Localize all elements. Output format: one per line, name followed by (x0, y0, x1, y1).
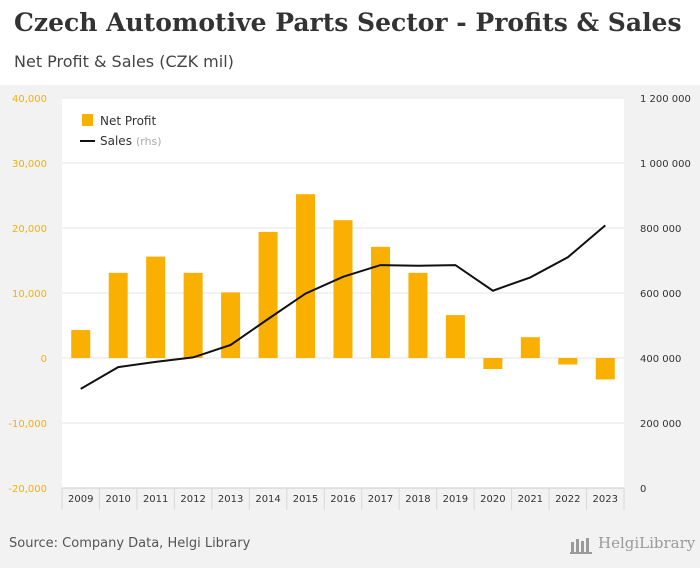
right-tick-label: 1 000 000 (640, 159, 691, 170)
left-tick-label: 30,000 (12, 159, 47, 170)
right-tick-label: 800 000 (640, 224, 681, 235)
source-note: Source: Company Data, Helgi Library (9, 536, 251, 551)
x-tick-label: 2017 (368, 494, 393, 505)
legend-sales-label: Sales (rhs) (100, 134, 162, 148)
legend-net-profit-label: Net Profit (100, 114, 156, 128)
x-tick-label: 2022 (555, 494, 580, 505)
left-tick-label: -20,000 (8, 484, 47, 495)
net-profit-bar (558, 358, 578, 365)
net-profit-bar (108, 272, 128, 358)
x-tick-label: 2014 (255, 494, 280, 505)
header: Czech Automotive Parts Sector - Profits … (0, 0, 700, 85)
net-profit-bar (370, 246, 390, 358)
net-profit-bar (333, 220, 353, 358)
x-tick-label: 2015 (293, 494, 318, 505)
brand-logo: HelgiLibrary (570, 532, 696, 558)
net-profit-bar (146, 256, 166, 358)
chart: -20,000-10,000010,00020,00030,00040,000 … (8, 94, 691, 510)
x-tick-label: 2021 (518, 494, 543, 505)
x-tick-label: 2018 (405, 494, 430, 505)
x-tick-label: 2010 (105, 494, 130, 505)
net-profit-bar (71, 330, 91, 358)
x-tick-label: 2020 (480, 494, 505, 505)
page-subtitle: Net Profit & Sales (CZK mil) (14, 52, 234, 71)
right-tick-label: 400 000 (640, 354, 681, 365)
x-tick-label: 2011 (143, 494, 168, 505)
net-profit-bars (71, 194, 615, 380)
net-profit-bar (258, 231, 278, 358)
x-tick-label: 2013 (218, 494, 243, 505)
net-profit-bar (296, 194, 316, 358)
left-tick-label: 20,000 (12, 224, 47, 235)
left-tick-label: 0 (41, 354, 47, 365)
x-tick-label: 2019 (443, 494, 468, 505)
net-profit-bar (483, 358, 503, 370)
right-tick-label: 0 (640, 484, 646, 495)
x-tick-label: 2012 (180, 494, 205, 505)
right-tick-label: 1 200 000 (640, 94, 691, 105)
right-tick-label: 600 000 (640, 289, 681, 300)
net-profit-bar (183, 272, 203, 358)
brand-name: HelgiLibrary (598, 534, 696, 552)
legend-sales-suffix: (rhs) (136, 135, 162, 148)
sales-line (80, 224, 606, 390)
legend: Net Profit Sales (rhs) (80, 114, 162, 148)
library-icon (570, 538, 592, 554)
net-profit-bar (445, 315, 465, 358)
right-tick-label: 200 000 (640, 419, 681, 430)
left-axis: -20,000 -10,000 0 10,000 20,000 30,000 40,000 (8, 94, 47, 495)
net-profit-bar (408, 272, 428, 358)
left-tick-label: -10,000 (8, 419, 47, 430)
x-tick-label: 2016 (330, 494, 355, 505)
legend-sales-name: Sales (100, 134, 132, 148)
right-axis: 0 200 000 400 000 600 000 800 000 1 000 000 1 … (640, 94, 691, 495)
left-tick-label: 10,000 (12, 289, 47, 300)
x-tick-label: 2023 (593, 494, 618, 505)
net-profit-bar (595, 358, 615, 380)
net-profit-bar (520, 337, 540, 358)
page-title: Czech Automotive Parts Sector - Profits … (14, 8, 682, 37)
x-tick-label: 2009 (68, 494, 93, 505)
legend-net-profit-swatch (82, 114, 93, 126)
x-axis: 2009 2010 2011 2012 2013 2014 2015 2016 2017 2018… (61, 487, 625, 510)
left-tick-label: 40,000 (12, 94, 47, 105)
